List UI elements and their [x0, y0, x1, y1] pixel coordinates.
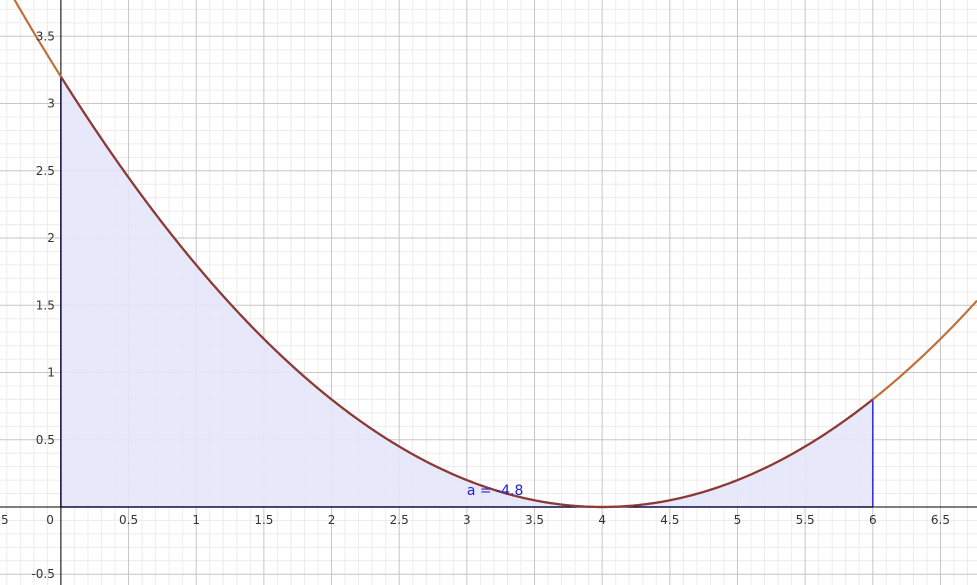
x-tick-label: 1 [192, 513, 200, 527]
y-tick-label: 1.5 [36, 298, 55, 312]
x-tick-labels: 0.5 1 1.5 2 2.5 3 3.5 4 4.5 5 5.5 6 6.5 [119, 513, 950, 527]
x-tick-label: 3.5 [525, 513, 544, 527]
x-tick-label: 6 [869, 513, 877, 527]
x-tick-label: 6.5 [931, 513, 950, 527]
x-tick-label: 5.5 [796, 513, 815, 527]
y-tick-label: 3.5 [36, 29, 55, 43]
shaded-area-under-curve [60, 76, 873, 507]
integral-value-label: a = -4.8 [467, 483, 524, 499]
x-tick-label: 0.5 [119, 513, 138, 527]
x-tick-label: 3 [463, 513, 471, 527]
x-tick-label: 4.5 [660, 513, 679, 527]
function-curve-interval[interactable] [59, 76, 874, 509]
x-tick-label: 5 [734, 513, 742, 527]
y-tick-label: 3 [47, 97, 55, 111]
x-tick-label-edge: 5 [1, 513, 9, 527]
y-tick-label: 0.5 [36, 433, 55, 447]
y-tick-label: -0.5 [31, 567, 54, 581]
y-tick-label: 2 [47, 231, 55, 245]
x-tick-label: 4 [598, 513, 606, 527]
y-tick-label: 1 [47, 366, 55, 380]
x-tick-label: 2.5 [390, 513, 409, 527]
y-tick-labels: -0.5 0.5 1 1.5 2 2.5 3 3.5 [31, 29, 54, 581]
x-tick-label: 1.5 [254, 513, 273, 527]
origin-label: 0 [46, 513, 54, 527]
x-tick-label: 2 [328, 513, 336, 527]
y-tick-label: 2.5 [36, 164, 55, 178]
